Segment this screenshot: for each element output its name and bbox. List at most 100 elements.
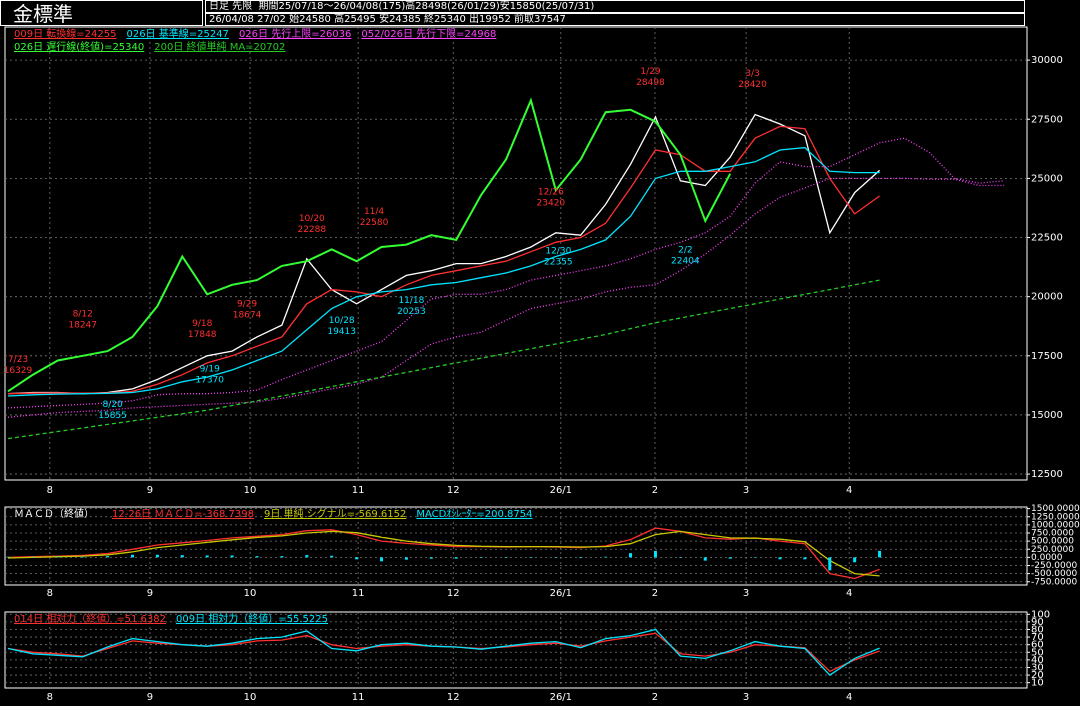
legend-item: 009日 転換線=24255 [14, 29, 117, 40]
x-tick-label: 12 [447, 692, 460, 703]
x-tick-label: 9 [147, 485, 153, 496]
y-tick-label: 40 [1031, 655, 1044, 666]
annotation-date: 8/12 [73, 310, 93, 320]
x-tick-label: 2 [652, 588, 658, 599]
legend: ＭＡＣＤ（終値） 12-26日 ＭＡＣＤ=-368.7398 9日 単純 シグナル=… [14, 508, 714, 521]
panel-frame [4, 611, 1028, 689]
histogram-bar [678, 557, 682, 558]
histogram-bar [728, 557, 732, 559]
y-tick-label: 1250.0000 [1031, 512, 1080, 522]
y-tick-label: 27500 [1031, 114, 1063, 125]
histogram-bar [454, 557, 458, 559]
histogram-bar [554, 557, 558, 558]
x-tick-label: 8 [47, 485, 53, 496]
histogram-bar [878, 550, 882, 558]
annotation-date: 2/2 [678, 245, 692, 255]
annotation-date: 1/29 [640, 67, 660, 77]
y-tick-label: -250.0000 [1031, 561, 1077, 571]
x-tick-label: 12 [447, 485, 460, 496]
legend-item: 052/026日 先行下限=24968 [361, 29, 497, 40]
annotation-value: 23420 [537, 198, 566, 208]
series-line [7, 113, 881, 395]
y-tick-label: 20 [1031, 670, 1044, 681]
y-tick-label: 1000.0000 [1031, 520, 1080, 530]
y-tick-label: 100 [1031, 609, 1050, 620]
y-tick-label: -750.0000 [1031, 577, 1077, 587]
annotation-value: 16329 [4, 366, 33, 376]
mode: 日足 先限 [209, 1, 253, 12]
legend-item: 026日 遅行線(終値)=25340 [14, 42, 145, 53]
x-tick-label: 12 [447, 588, 460, 599]
y-tick-label: 50 [1031, 647, 1044, 658]
histogram-bar [230, 555, 234, 558]
title: 金標準 [0, 0, 203, 26]
histogram-bar [355, 557, 359, 560]
annotation-date: 10/28 [329, 316, 355, 326]
legend-title: ＭＡＣＤ（終値） [14, 509, 94, 520]
annotation-date: 7/23 [8, 355, 28, 365]
series-line [7, 125, 880, 395]
x-tick-label: 26/1 [550, 692, 572, 703]
x-tick-label: 9 [147, 692, 153, 703]
x-tick-label: 4 [846, 485, 852, 496]
histogram-bar [703, 557, 707, 561]
histogram-bar [205, 555, 209, 558]
annotation-value: 18247 [68, 321, 97, 331]
histogram-bar [653, 550, 657, 558]
annotation-date: 12/30 [545, 246, 571, 256]
y-tick-label: 20000 [1031, 292, 1063, 303]
y-tick-label: 12500 [1031, 469, 1063, 480]
histogram-bar [529, 557, 533, 558]
panel-frame [4, 506, 1028, 586]
histogram-bar [81, 556, 85, 558]
y-tick-label: 22500 [1031, 233, 1063, 244]
y-tick-label: 70 [1031, 632, 1044, 643]
histogram-bar [853, 557, 857, 563]
x-tick-label: 26/1 [550, 588, 572, 599]
x-tick-label: 10 [244, 485, 257, 496]
annotation-date: 9/19 [200, 364, 220, 374]
x-tick-label: 4 [846, 588, 852, 599]
histogram-bar [305, 555, 309, 558]
annotation-value: 22355 [544, 257, 573, 267]
legend: 009日 転換線=24255 026日 基準線=25247 026日 先行上限=26… [14, 28, 594, 54]
histogram-bar [629, 553, 633, 558]
histogram-bar [255, 556, 259, 558]
y-tick-label: 0.0000 [1031, 553, 1063, 563]
y-tick-label: 80 [1031, 624, 1044, 635]
y-tick-label: 10 [1031, 678, 1044, 689]
y-tick-label: 90 [1031, 617, 1044, 628]
annotation-value: 15855 [98, 411, 127, 421]
histogram-bar [106, 556, 110, 558]
series-line [7, 146, 880, 397]
annotation-value: 17370 [195, 375, 224, 385]
y-tick-label: 750.0000 [1031, 529, 1074, 539]
y-tick-label: 60 [1031, 640, 1044, 651]
histogram-bar [380, 557, 384, 562]
y-tick-label: 25000 [1031, 173, 1063, 184]
annotation-date: 3/3 [745, 69, 759, 79]
annotation-date: 8/20 [102, 400, 122, 410]
legend-item: MACDｵｼﾚｰﾀｰ=200.8754 [416, 509, 533, 520]
y-tick-label: 15000 [1031, 410, 1063, 421]
x-tick-label: 11 [352, 588, 365, 599]
x-tick-label: 3 [743, 485, 749, 496]
legend-item: 9日 単純 シグナル=-569.6152 [263, 509, 407, 520]
x-tick-label: 26/1 [550, 485, 572, 496]
annotation-value: 28498 [636, 78, 665, 88]
legend-item: 200日 終値単純 MA=20702 [154, 42, 286, 53]
latest: 26/04/08 27/02 始24580 高25495 安24385 終253… [209, 14, 566, 25]
histogram-bar [330, 555, 334, 558]
header-row: 日足 先限 期間25/07/18～26/04/08(175)高28498(26/… [205, 0, 1025, 13]
histogram-bar [180, 555, 184, 558]
x-tick-label: 10 [244, 588, 257, 599]
histogram-bar [504, 557, 508, 558]
legend-item: 026日 先行上限=26036 [238, 29, 352, 40]
histogram-bar [753, 557, 757, 558]
series-line [7, 628, 880, 676]
histogram-bar [6, 556, 10, 558]
legend-item: 12-26日 ＭＡＣＤ=-368.7398 [112, 509, 254, 520]
annotation-value: 17848 [188, 330, 217, 340]
x-tick-label: 2 [652, 485, 658, 496]
